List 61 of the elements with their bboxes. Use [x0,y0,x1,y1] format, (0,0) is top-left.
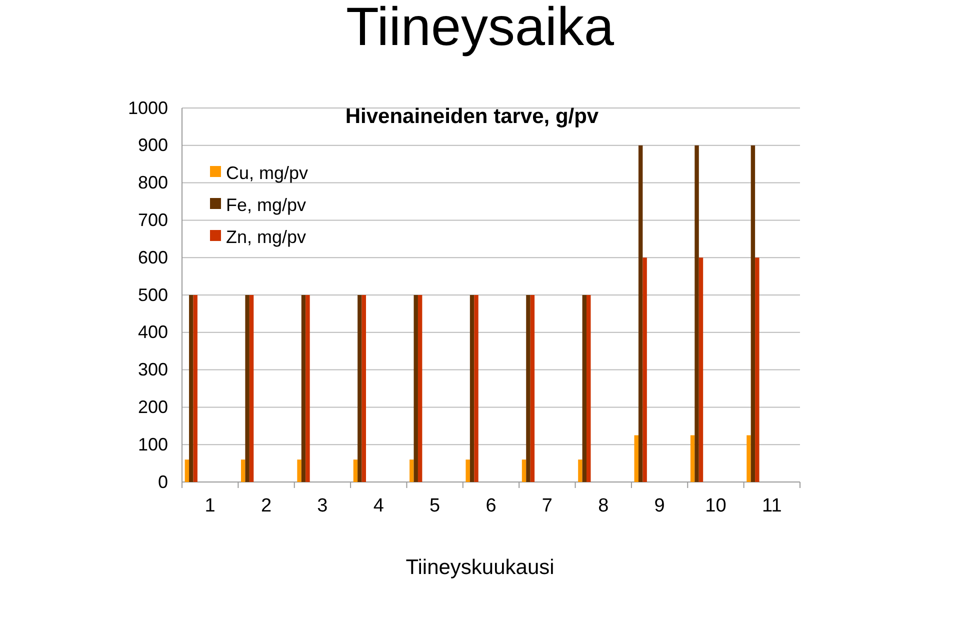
bar [694,145,699,482]
bar [193,295,198,482]
bar [586,295,591,482]
x-tick-label: 9 [654,495,665,516]
y-tick-label: 900 [138,135,168,156]
bar [466,460,470,482]
chart-title: Tiineysaika [346,0,616,57]
x-tick-label: 1 [204,495,216,516]
bar [297,460,302,482]
x-tick-label: 11 [762,495,782,516]
bar [690,435,695,482]
bar [634,435,638,482]
x-tick-label: 3 [317,495,328,516]
bar [301,295,306,482]
y-tick-label: 400 [138,322,168,342]
bar [249,295,254,482]
y-tick-label: 200 [138,396,168,417]
legend-label: Zn, mg/pv [226,227,306,247]
y-tick-label: 1000 [128,98,168,118]
y-tick-label: 600 [138,247,168,268]
bar [578,460,582,482]
legend-label: Cu, mg/pv [226,163,308,183]
y-tick-label: 800 [138,172,168,193]
bar [189,295,194,482]
bar [306,295,310,482]
bar [410,460,414,482]
x-tick-label: 10 [705,495,726,516]
bar [755,258,760,482]
bar [353,460,358,482]
bar [358,295,362,482]
y-tick-label: 700 [138,210,168,230]
bar [746,435,751,482]
bar [240,460,246,482]
bar [698,258,704,482]
bar [638,145,643,482]
bar [470,295,474,482]
bar [362,295,366,482]
bar [245,295,250,482]
x-tick-label: 4 [373,495,384,516]
legend-label: Fe, mg/pv [226,195,306,215]
x-tick-label: 7 [542,495,552,516]
bar [582,295,587,482]
bar [530,295,535,482]
bar [184,460,190,482]
y-tick-label: 100 [138,434,168,454]
bar [750,145,756,482]
bar [522,460,526,482]
x-tick-label: 5 [430,495,440,516]
bar [474,295,478,482]
bar [642,258,647,482]
x-tick-label: 8 [598,495,609,516]
x-axis-title: Tiineyskuukausi [406,556,554,579]
bar [418,295,422,482]
chart-subtitle: Hivenaineiden tarve, g/pv [345,105,599,128]
x-tick-label: 6 [486,495,496,516]
bar [414,295,418,482]
y-tick-label: 500 [138,284,168,305]
x-tick-label: 2 [260,495,272,516]
y-tick-label: 0 [158,472,168,492]
y-tick-label: 300 [138,360,168,380]
bar [526,295,530,482]
